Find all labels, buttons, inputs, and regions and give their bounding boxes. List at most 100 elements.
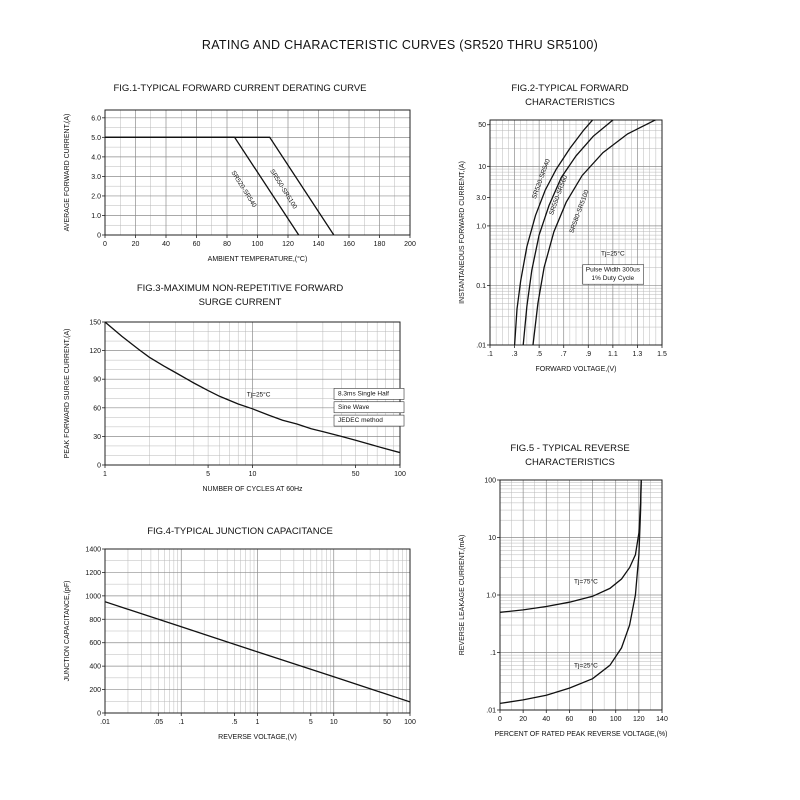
x-tick-label: .05 [153, 719, 163, 726]
x-tick-label: 10 [249, 471, 257, 478]
x-tick-label: .3 [512, 351, 518, 358]
y-tick-label: 1000 [85, 593, 101, 600]
y-tick-label: 100 [484, 478, 496, 485]
y-tick-label: 3.0 [476, 195, 486, 202]
annotation: Tj=25°C [574, 661, 598, 669]
y-tick-label: 50 [478, 122, 486, 129]
plot-border [489, 119, 663, 346]
x-tick-label: 140 [313, 241, 325, 248]
y-tick-label: 10 [478, 164, 486, 171]
annotation: JEDEC method [333, 414, 405, 427]
figure-title: FIG.3-MAXIMUM NON-REPETITIVE FORWARD SUR… [60, 282, 420, 310]
x-axis-title: FORWARD VOLTAGE,(V) [535, 366, 616, 373]
y-tick-label: 1.0 [486, 593, 496, 600]
y-tick-label: 10 [488, 535, 496, 542]
y-axis-title: JUNCTION CAPACITANCE,(pF) [64, 581, 71, 682]
figure-title-line: FIG.5 - TYPICAL REVERSE [510, 443, 630, 454]
x-tick-label: 50 [352, 471, 360, 478]
fig1-chart: 0 20 40 60 80 100 120 140 160 180 200 0 1.0 2.0 3.0 4.0… [64, 109, 416, 263]
x-tick-label: .7 [561, 351, 567, 358]
figure-title-line: CHARACTERISTICS [525, 457, 615, 468]
x-tick-label: 50 [383, 719, 391, 726]
y-tick-label: 400 [89, 664, 101, 671]
fig4-chart: .01.05.1.5 1 5 10 50 100020040060080010001200… [64, 547, 416, 742]
svg-text:8.3ms Single Half: 8.3ms Single Half [338, 390, 389, 397]
fig5-chart: 0 20 40 60 80 100 120 140 100 10 1.0 .1 .01 PERCENT O… [459, 478, 668, 739]
y-tick-label: .01 [486, 708, 496, 715]
x-axis-title: PERCENT OF RATED PEAK REVERSE VOLTAGE,(%… [495, 731, 668, 738]
x-tick-label: 100 [394, 471, 406, 478]
x-tick-label: 60 [566, 716, 574, 723]
x-tick-label: 1 [103, 471, 107, 478]
x-tick-label: 20 [132, 241, 140, 248]
x-axis-title: REVERSE VOLTAGE,(V) [218, 734, 297, 741]
y-tick-label: 800 [89, 617, 101, 624]
series-curve [105, 601, 410, 703]
fig3-chart: 1 5 10 50 100 0 30 60 90 120 150 NUMBER OF CYCLES A… [64, 320, 406, 494]
x-tick-label: .01 [100, 719, 110, 726]
annotation: Tj=25°C [247, 390, 271, 398]
svg-text:SR520-SR540: SR520-SR540 [229, 170, 257, 210]
annotation: 8.3ms Single Half [333, 388, 405, 400]
figure-title-line: CHARACTERISTICS [525, 97, 615, 108]
x-tick-label: 100 [610, 716, 622, 723]
figure-forward-current-derating: FIG.1-TYPICAL FORWARD CURRENT DERATING C… [60, 82, 420, 275]
x-tick-label: 100 [404, 719, 416, 726]
x-tick-label: .5 [536, 351, 542, 358]
grid [104, 548, 411, 714]
svg-text:Tj=25°C: Tj=25°C [601, 249, 625, 257]
grid [104, 110, 411, 236]
x-tick-label: 0 [103, 241, 107, 248]
figure-title: FIG.2-TYPICAL FORWARD CHARACTERISTICS [455, 82, 685, 110]
x-tick-label: 140 [656, 716, 668, 723]
x-tick-label: 160 [343, 241, 355, 248]
x-tick-label: 120 [633, 716, 645, 723]
figure-title: FIG.4-TYPICAL JUNCTION CAPACITANCE [60, 525, 420, 539]
series-curve [105, 322, 400, 454]
figure-title-line: FIG.1-TYPICAL FORWARD CURRENT DERATING C… [113, 83, 367, 94]
y-tick-label: 30 [93, 434, 101, 441]
figure-title-line: FIG.3-MAXIMUM NON-REPETITIVE FORWARD [136, 283, 344, 294]
y-tick-label: 0 [97, 711, 101, 718]
y-axis-title: PEAK FORWARD SURGE CURRENT,(A) [64, 329, 71, 459]
x-tick-label: 0 [498, 716, 502, 723]
x-tick-label: 1.3 [633, 351, 643, 358]
axis-ticks: 0 20 40 60 80 100 120 140 160 180 200 0 1.0 2.0 3.0 4.0… [91, 115, 416, 248]
x-tick-label: 1 [256, 719, 260, 726]
y-tick-label: 0 [97, 233, 101, 240]
x-tick-label: .1 [178, 719, 184, 726]
axis-ticks: 0 20 40 60 80 100 120 140 100 10 1.0 .1 .01 [484, 478, 668, 724]
annotation: SR520-SR540 [531, 158, 552, 200]
y-tick-label: 1200 [85, 570, 101, 577]
figure-surge-current: FIG.3-MAXIMUM NON-REPETITIVE FORWARD SUR… [60, 282, 420, 499]
x-tick-label: 1.5 [657, 351, 667, 358]
svg-text:1% Duty Cycle: 1% Duty Cycle [592, 275, 635, 282]
y-tick-label: 0.1 [476, 283, 486, 290]
y-tick-label: 150 [89, 320, 101, 327]
svg-text:Pulse Width 300us: Pulse Width 300us [586, 267, 641, 274]
x-tick-label: 5 [206, 471, 210, 478]
figure-forward-characteristics: FIG.2-TYPICAL FORWARD CHARACTERISTICS .1… [455, 82, 685, 379]
svg-text:Tj=25°C: Tj=25°C [574, 661, 598, 669]
series-curve [500, 480, 642, 613]
series-curve [105, 136, 335, 235]
y-tick-label: 6.0 [91, 115, 101, 122]
y-tick-label: 2.0 [91, 193, 101, 200]
figure-title-line: FIG.2-TYPICAL FORWARD [511, 83, 629, 94]
figure-title: FIG.1-TYPICAL FORWARD CURRENT DERATING C… [60, 82, 420, 96]
y-axis-title: REVERSE LEAKAGE CURRENT,(mA) [459, 535, 466, 656]
x-tick-label: 40 [542, 716, 550, 723]
x-tick-label: 180 [374, 241, 386, 248]
x-tick-label: 80 [223, 241, 231, 248]
x-tick-label: 80 [589, 716, 597, 723]
x-tick-label: .1 [487, 351, 493, 358]
y-tick-label: 1.0 [91, 213, 101, 220]
x-tick-label: .9 [585, 351, 591, 358]
svg-text:SR580-SR5100: SR580-SR5100 [568, 189, 590, 235]
svg-text:Sine Wave: Sine Wave [338, 404, 370, 411]
y-tick-label: 3.0 [91, 174, 101, 181]
figure-junction-capacitance: FIG.4-TYPICAL JUNCTION CAPACITANCE .01 .0… [60, 525, 420, 747]
y-tick-label: 600 [89, 640, 101, 647]
x-tick-label: 5 [309, 719, 313, 726]
